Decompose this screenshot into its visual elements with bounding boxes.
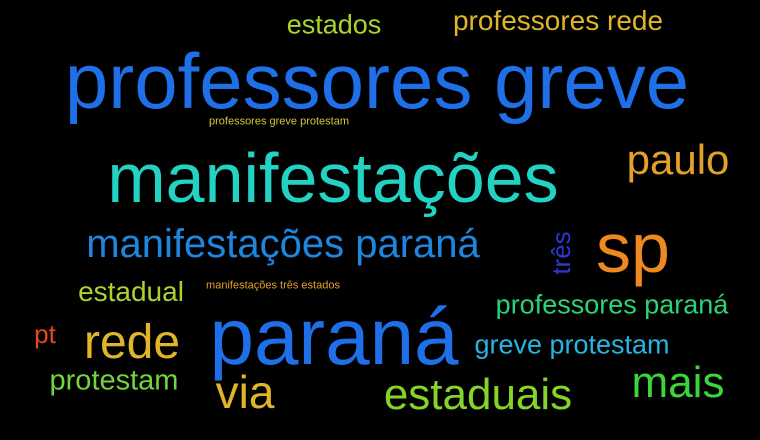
word-manifestacoes: manifestações [107, 139, 559, 217]
word-estados: estados [286, 9, 382, 40]
word-estadual: estadual [78, 276, 184, 307]
word-estaduais: estaduais [383, 370, 573, 419]
word-manifestacoes-tres-estados: manifestações três estados [206, 279, 340, 292]
word-protestam: protestam [49, 364, 179, 397]
word-via: via [215, 366, 275, 418]
word-greve-protestam: greve protestam [474, 329, 670, 360]
word-manifestacoes-parana: manifestações paraná [86, 222, 480, 266]
word-professores-greve: professores greve [64, 37, 690, 125]
word-professores-rede: professores rede [452, 5, 664, 36]
word-mais: mais [631, 358, 725, 407]
word-rede: rede [83, 316, 181, 369]
word-professores-parana: professores paraná [495, 289, 729, 320]
word-professores-greve-protestam: professores greve protestam [208, 115, 350, 128]
word-sp: sp [596, 209, 670, 287]
word-paulo: paulo [626, 136, 730, 183]
word-tres: três [546, 231, 576, 275]
word-parana: paraná [209, 292, 459, 381]
word-pt: pt [34, 319, 56, 349]
